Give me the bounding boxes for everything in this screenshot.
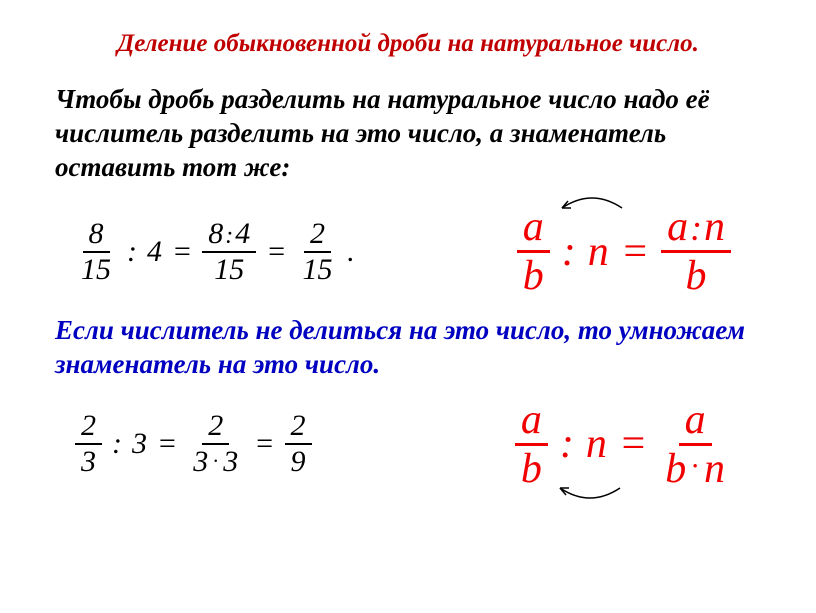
r1-res-num: a:n bbox=[661, 204, 731, 253]
example-2: 2 3 : 3 = 2 3·3 = 2 9 bbox=[75, 409, 312, 479]
eq-sign: = bbox=[617, 420, 649, 468]
v: 4 bbox=[235, 217, 250, 250]
rule-formula-2: a b : n = a b·n bbox=[515, 397, 731, 492]
v: · bbox=[686, 453, 704, 482]
v: : bbox=[688, 208, 704, 248]
ex2-f3-den: 9 bbox=[285, 445, 312, 479]
example-1: 8 15 : 4 = 8:4 15 = 2 15 . bbox=[75, 217, 354, 287]
v: b bbox=[665, 446, 686, 492]
ex1-f2-den: 15 bbox=[208, 253, 250, 287]
ex2-f3-num: 2 bbox=[285, 409, 312, 445]
ex1-f3-num: 2 bbox=[304, 217, 331, 253]
v: 3 bbox=[223, 445, 238, 478]
r2-b: b bbox=[515, 446, 548, 492]
div-sign: : bbox=[125, 235, 139, 269]
r2-res-den: b·n bbox=[659, 446, 731, 492]
arrow-icon bbox=[550, 480, 630, 510]
eq-sign: = bbox=[619, 228, 651, 276]
eq-sign: = bbox=[170, 235, 194, 269]
ex2-f2-den: 3·3 bbox=[187, 445, 244, 479]
v: n bbox=[704, 204, 725, 250]
ex2-f1-den: 3 bbox=[75, 445, 102, 479]
ex1-f1-den: 15 bbox=[75, 253, 117, 287]
period: . bbox=[347, 235, 355, 269]
page-title: Деление обыкновенной дроби на натурально… bbox=[55, 30, 761, 58]
r1-n: n bbox=[588, 228, 609, 276]
div-sign: : bbox=[110, 427, 124, 461]
formula-row-1: 8 15 : 4 = 8:4 15 = 2 15 . a b : n = a:n bbox=[55, 204, 761, 299]
ex1-n: 4 bbox=[147, 235, 162, 269]
r1-b: b bbox=[517, 253, 550, 299]
ex1-f2-num: 8:4 bbox=[202, 217, 256, 253]
div-sign: : bbox=[558, 420, 576, 468]
ex2-n: 3 bbox=[132, 427, 147, 461]
rule-text-1: Чтобы дробь разделить на натуральное чис… bbox=[55, 83, 761, 184]
v: 8 bbox=[208, 217, 223, 250]
ex2-f1-num: 2 bbox=[75, 409, 102, 445]
eq-sign: = bbox=[252, 427, 276, 461]
formula-row-2: 2 3 : 3 = 2 3·3 = 2 9 a b : n = a b·n bbox=[55, 397, 761, 492]
rule-text-2: Если числитель не делиться на это число,… bbox=[55, 314, 761, 382]
r1-res-den: b bbox=[680, 253, 713, 299]
v: 3 bbox=[193, 445, 208, 478]
div-sign: : bbox=[560, 228, 578, 276]
ex1-f3-den: 15 bbox=[297, 253, 339, 287]
ex1-f1-num: 8 bbox=[83, 217, 110, 253]
ex2-f2-num: 2 bbox=[202, 409, 229, 445]
v: : bbox=[223, 223, 235, 249]
arrow-icon bbox=[552, 186, 632, 216]
r1-a: a bbox=[517, 204, 550, 253]
v: n bbox=[704, 446, 725, 492]
r2-res-num: a bbox=[679, 397, 712, 446]
rule-formula-1: a b : n = a:n b bbox=[517, 204, 731, 299]
v: a bbox=[667, 204, 688, 250]
eq-sign: = bbox=[264, 235, 288, 269]
eq-sign: = bbox=[155, 427, 179, 461]
r2-n: n bbox=[586, 420, 607, 468]
r2-a: a bbox=[515, 397, 548, 446]
v: · bbox=[208, 451, 223, 472]
